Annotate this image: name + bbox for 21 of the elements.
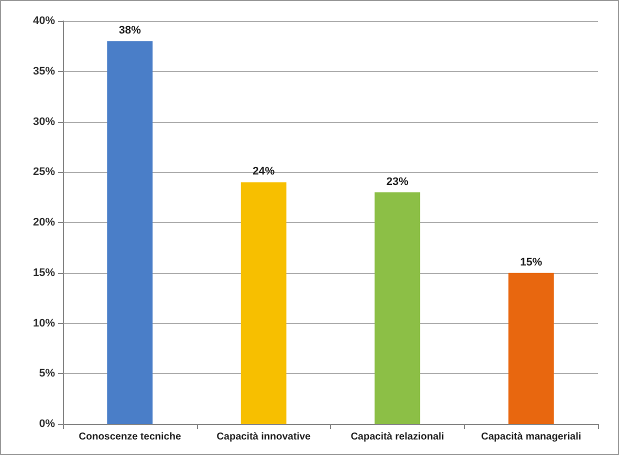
bar [508,272,554,424]
x-tick-label: Conoscenze tecniche [78,432,182,442]
y-tick-label: 15% [32,266,56,279]
bar [107,41,153,424]
y-tick-label: 0% [39,418,56,430]
y-tick-label: 30% [32,116,56,128]
data-label: 24% [252,166,275,178]
data-label: 38% [118,24,142,37]
y-tick-label: 40% [32,15,56,27]
y-tick-label: 10% [32,317,56,330]
bar [240,182,286,424]
y-tick-label: 20% [32,216,56,228]
y-tick-label: 25% [32,166,56,178]
x-tick-label: Capacità manageriali [481,432,582,442]
x-tick-label: Capacità relazionali [350,432,444,442]
bar [374,192,420,424]
data-label: 23% [386,176,409,188]
x-tick-label: Capacità innovative [216,432,312,442]
data-label: 15% [520,256,542,268]
y-tick-label: 35% [32,65,56,78]
y-tick-label: 5% [39,368,56,380]
